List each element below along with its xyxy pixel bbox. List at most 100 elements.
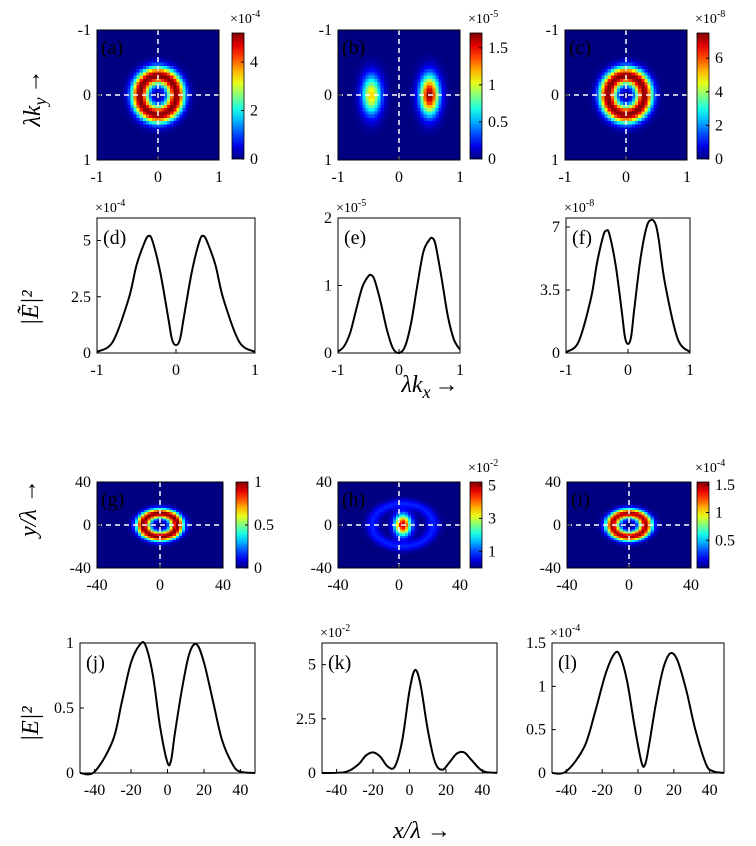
heatmap-cell	[212, 147, 217, 151]
heatmap-cell	[395, 30, 400, 34]
heatmap-cell	[154, 117, 159, 122]
heatmap-cell	[121, 43, 125, 47]
heatmap-cell	[399, 78, 403, 83]
heatmap-cell	[450, 134, 455, 138]
heatmap-cell	[392, 156, 397, 161]
heatmap-cell	[589, 75, 593, 80]
heatmap-cell	[167, 88, 171, 93]
heatmap-cell	[347, 36, 351, 41]
heatmap-cell	[124, 36, 128, 41]
heatmap-cell	[145, 127, 150, 132]
heatmap-cell	[435, 108, 440, 112]
heatmap-cell	[565, 117, 569, 122]
heatmap-cell	[374, 75, 379, 80]
heatmap-cell	[426, 46, 430, 50]
heatmap-cell	[574, 153, 578, 158]
heatmap-cell	[411, 104, 415, 109]
heatmap-cell	[118, 65, 122, 70]
heatmap-cell	[447, 153, 452, 158]
heatmap-cell	[203, 78, 208, 83]
heatmap-cell	[115, 101, 119, 106]
heatmap-cell	[383, 143, 388, 148]
heatmap-cell	[118, 114, 122, 119]
heatmap-cell	[176, 52, 180, 57]
heatmap-cell	[197, 75, 202, 80]
heatmap-cell	[203, 108, 208, 112]
heatmap-cell	[176, 43, 180, 47]
heatmap-cell	[176, 49, 180, 54]
heatmap-cell	[392, 134, 397, 138]
heatmap-cell	[341, 140, 345, 145]
heatmap-cell	[176, 147, 180, 151]
heatmap-cell	[371, 78, 375, 83]
heatmap-cell	[574, 140, 578, 145]
heatmap-cell	[103, 143, 107, 148]
heatmap-cell	[656, 134, 660, 138]
heatmap-cell	[662, 91, 667, 96]
heatmap-cell	[626, 101, 630, 106]
heatmap-cell	[408, 39, 412, 44]
heatmap-cell	[109, 65, 113, 70]
heatmap-cell	[402, 69, 406, 73]
heatmap-cell	[586, 130, 590, 135]
heatmap-cell	[347, 153, 351, 158]
heatmap-cell	[665, 137, 670, 141]
heatmap-cell	[191, 140, 195, 145]
heatmap-cell	[671, 88, 676, 93]
heatmap-cell	[589, 56, 593, 60]
heatmap-cell	[353, 140, 357, 145]
heatmap-cell	[671, 111, 676, 115]
heatmap-cell	[164, 30, 168, 34]
heatmap-cell	[683, 82, 688, 86]
heatmap-cell	[350, 36, 354, 41]
heatmap-cell	[173, 111, 177, 115]
ytick-label: 2	[324, 210, 332, 227]
heatmap-cell	[662, 52, 667, 57]
heatmap-cell	[641, 88, 645, 93]
heatmap-cell	[680, 49, 685, 54]
heatmap-cell	[109, 143, 113, 148]
heatmap-cell	[450, 111, 455, 115]
heatmap-cell	[589, 117, 593, 122]
heatmap-cell	[414, 72, 418, 76]
heatmap-cell	[626, 33, 630, 37]
heatmap-cell	[601, 130, 606, 135]
heatmap-cell	[641, 153, 645, 158]
heatmap-cell	[356, 62, 360, 67]
heatmap-cell	[188, 111, 192, 115]
heatmap-cell	[347, 49, 351, 54]
heatmap-cell	[100, 95, 104, 99]
heatmap-cell	[148, 33, 153, 37]
heatmap-cell	[589, 59, 593, 63]
heatmap-cell	[209, 130, 214, 135]
heatmap-cell	[674, 134, 679, 138]
heatmap-cell	[383, 36, 388, 41]
heatmap-cell	[386, 56, 391, 60]
heatmap-cell	[432, 36, 436, 41]
heatmap-cell	[350, 56, 354, 60]
heatmap-cell	[185, 62, 189, 67]
heatmap-cell	[571, 134, 575, 138]
heatmap-cell	[565, 127, 569, 132]
heatmap-cell	[402, 82, 406, 86]
heatmap-cell	[130, 43, 134, 47]
heatmap-cell	[635, 117, 639, 122]
heatmap-cell	[212, 88, 217, 93]
heatmap-cell	[139, 82, 144, 86]
heatmap-cell	[610, 30, 615, 34]
heatmap-cell	[662, 33, 667, 37]
heatmap-cell	[641, 36, 645, 41]
heatmap-cell	[426, 111, 430, 115]
heatmap-cell	[139, 140, 144, 145]
heatmap-cell	[414, 108, 418, 112]
heatmap-cell	[374, 91, 379, 96]
heatmap-cell	[610, 114, 615, 119]
heatmap-cell	[353, 30, 357, 34]
heatmap-cell	[371, 104, 375, 109]
heatmap-cell	[619, 72, 624, 76]
heatmap-cell	[200, 69, 205, 73]
heatmap-cell	[353, 134, 357, 138]
heatmap-cell	[411, 95, 415, 99]
heatmap-cell	[441, 143, 446, 148]
heatmap-cell	[103, 36, 107, 41]
